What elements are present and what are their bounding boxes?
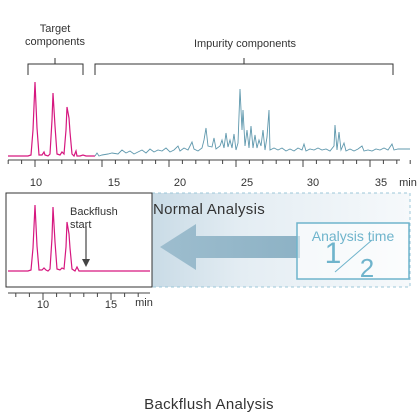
backflush-axis-ticks bbox=[15, 293, 139, 300]
time-reduction-arrow bbox=[160, 224, 300, 270]
fraction-slash bbox=[334, 239, 373, 273]
impurity-peaks-trace bbox=[94, 88, 410, 157]
top-axis-unit: min bbox=[399, 177, 417, 189]
impurity-components-label: Impurity components bbox=[193, 38, 297, 50]
top-tick-label-10: 10 bbox=[29, 177, 43, 189]
backflush-chromatogram bbox=[8, 204, 150, 300]
backflush-start-arrow-head bbox=[82, 259, 90, 267]
backflush-label-line1: Backflush bbox=[70, 206, 118, 218]
normal-axis-ticks bbox=[7, 160, 411, 167]
target-components-label: Target components bbox=[14, 23, 96, 49]
target-peaks-trace bbox=[8, 81, 95, 158]
backflush-label-line2: start bbox=[70, 219, 92, 231]
top-tick-label-20: 20 bbox=[173, 177, 187, 189]
backflush-trace bbox=[8, 204, 150, 272]
top-tick-label-35: 35 bbox=[374, 177, 388, 189]
impurity-bracket bbox=[94, 63, 394, 75]
top-tick-label-15: 15 bbox=[107, 177, 121, 189]
top-tick-label-25: 25 bbox=[240, 177, 254, 189]
backflush-start-label: Backflush start bbox=[70, 206, 122, 232]
normal-analysis-chromatogram bbox=[7, 58, 411, 167]
fraction-denominator: 2 bbox=[359, 253, 375, 283]
target-label-line1: Target bbox=[39, 23, 71, 35]
bottom-tick-label-15: 15 bbox=[104, 299, 118, 311]
bottom-axis-unit: min bbox=[135, 297, 153, 309]
analysis-time-label: Analysis time bbox=[311, 228, 395, 244]
target-label-line2: components bbox=[25, 36, 85, 48]
analysis-time-frame bbox=[296, 222, 410, 280]
backflush-analysis-caption: Backflush Analysis bbox=[144, 396, 274, 413]
target-bracket bbox=[27, 63, 84, 75]
fraction-numerator: 1 bbox=[324, 237, 342, 270]
bottom-tick-label-10: 10 bbox=[36, 299, 50, 311]
normal-analysis-caption: Normal Analysis bbox=[152, 201, 266, 218]
top-tick-label-30: 30 bbox=[306, 177, 320, 189]
